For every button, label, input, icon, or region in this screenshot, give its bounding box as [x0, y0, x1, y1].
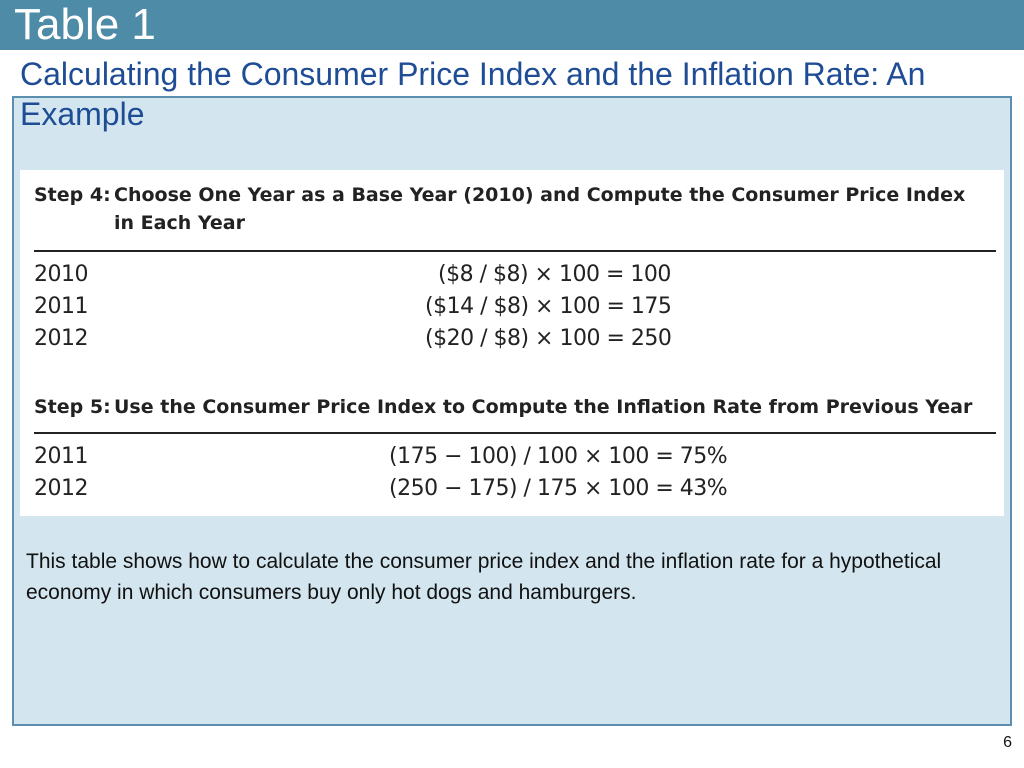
step4-label: Step 4:	[34, 184, 111, 206]
page-number: 6	[1003, 734, 1012, 751]
table-row: 2010 ($8 / $8) × 100 = 100	[34, 262, 994, 292]
row-calculation: ($14 / $8) × 100 = 175	[425, 294, 672, 319]
title-bar	[0, 0, 1024, 50]
row-year: 2010	[34, 262, 89, 287]
row-year: 2012	[34, 476, 89, 501]
row-year: 2011	[34, 444, 89, 469]
step4-heading-line2: in Each Year	[114, 212, 245, 234]
table-row: 2012 ($20 / $8) × 100 = 250	[34, 326, 994, 356]
step5-heading-line1: Use the Consumer Price Index to Compute …	[114, 396, 973, 418]
slide-title: Table 1	[14, 0, 156, 49]
table-row: 2011 (175 − 100) / 100 × 100 = 75%	[34, 444, 994, 474]
row-calculation: (250 − 175) / 175 × 100 = 43%	[389, 476, 728, 501]
step5-label: Step 5:	[34, 396, 111, 418]
row-calculation: ($20 / $8) × 100 = 250	[425, 326, 672, 351]
row-year: 2012	[34, 326, 89, 351]
step5-divider	[34, 432, 996, 434]
step5-heading: Step 5: Use the Consumer Price Index to C…	[34, 396, 972, 418]
cpi-table: Step 4: Choose One Year as a Base Year (2…	[20, 170, 1004, 516]
step4-heading: Step 4: Choose One Year as a Base Year (2…	[34, 184, 966, 234]
slide-subtitle: Calculating the Consumer Price Index and…	[20, 56, 926, 132]
table-row: 2012 (250 − 175) / 175 × 100 = 43%	[34, 476, 994, 506]
row-calculation: (175 − 100) / 100 × 100 = 75%	[389, 444, 728, 469]
step4-heading-line1: Choose One Year as a Base Year (2010) an…	[114, 184, 966, 206]
row-calculation: ($8 / $8) × 100 = 100	[438, 262, 671, 287]
table-row: 2011 ($14 / $8) × 100 = 175	[34, 294, 994, 324]
table-caption: This table shows how to calculate the co…	[26, 550, 942, 604]
row-year: 2011	[34, 294, 89, 319]
step4-divider	[34, 250, 996, 252]
